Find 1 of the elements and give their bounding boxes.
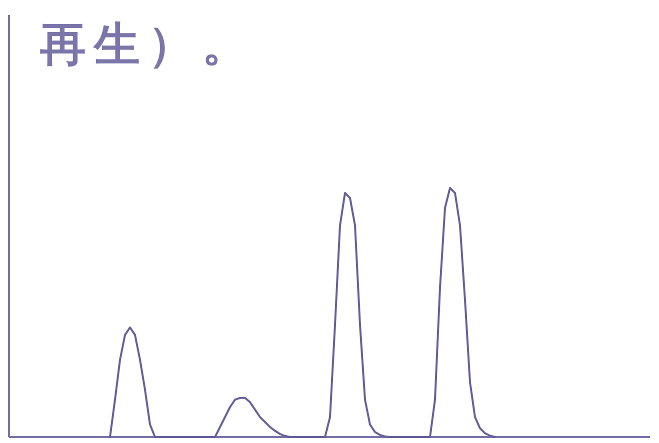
chart-title: 再生）。 [39,17,256,71]
